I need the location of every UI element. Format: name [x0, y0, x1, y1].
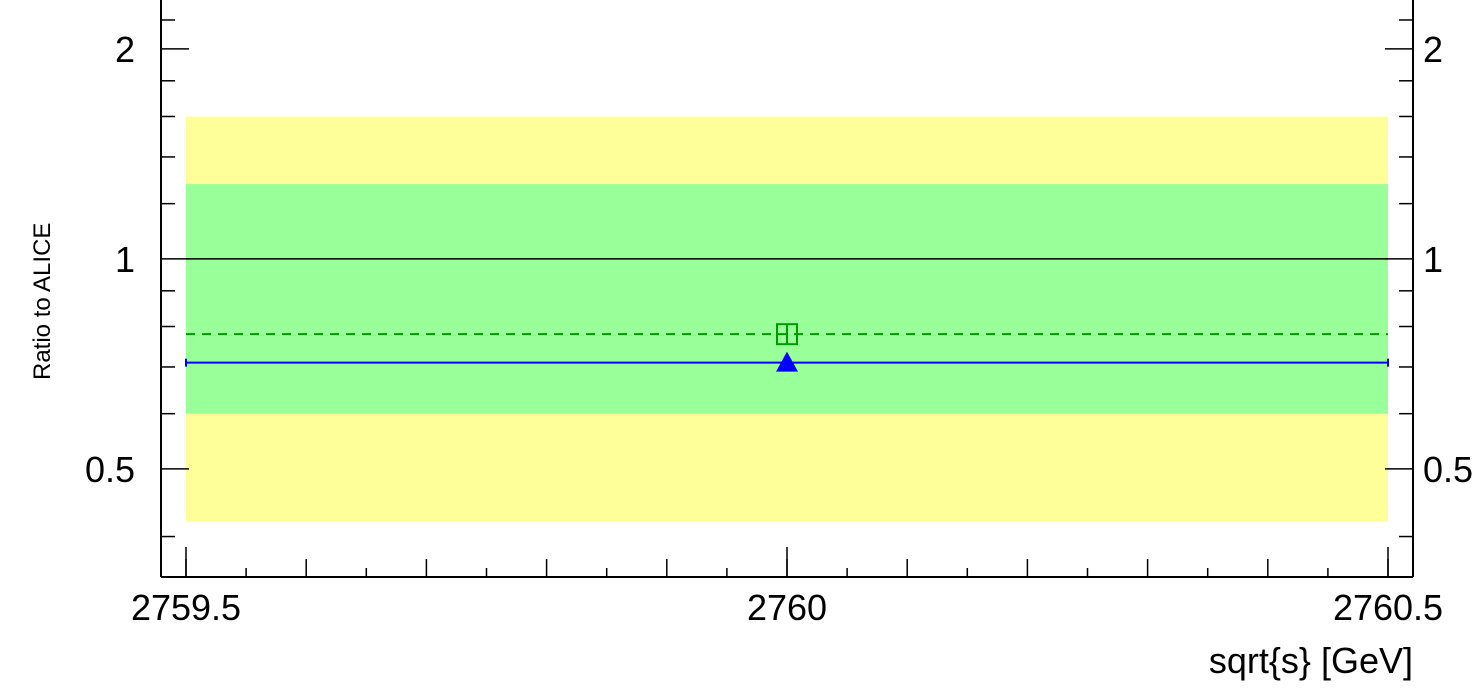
y-tick-label-left-0: 0.5: [85, 449, 135, 490]
y-tick-label-left-1: 1: [115, 239, 135, 280]
x-axis-title: sqrt{s} [GeV]: [1209, 640, 1413, 681]
y-tick-label-right-2: 2: [1423, 29, 1443, 70]
uncertainty-band-1: [186, 184, 1388, 414]
y-axis-title: Ratio to ALICE: [29, 223, 56, 380]
y-tick-label-right-0: 0.5: [1423, 449, 1473, 490]
y-tick-label-left-2: 2: [115, 29, 135, 70]
x-tick-label-0: 2759.5: [131, 587, 241, 628]
bands-layer: [186, 116, 1388, 521]
x-tick-label-1: 2760: [747, 587, 827, 628]
x-tick-label-2: 2760.5: [1333, 587, 1443, 628]
y-tick-label-right-1: 1: [1423, 239, 1443, 280]
